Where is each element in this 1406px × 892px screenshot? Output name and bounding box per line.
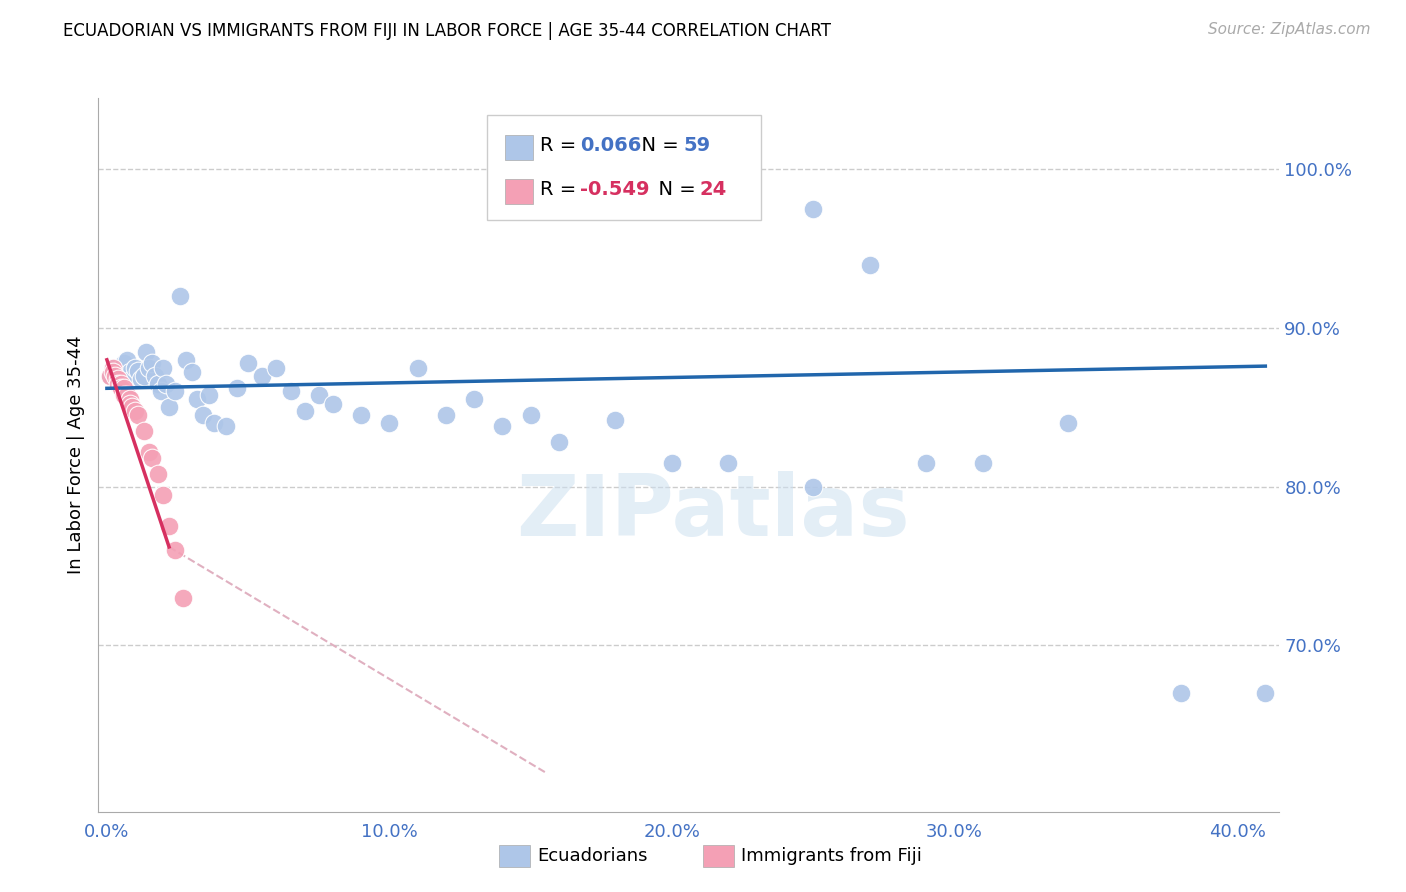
Point xyxy=(717,456,740,470)
Point xyxy=(110,360,132,375)
Point xyxy=(152,360,174,375)
Point xyxy=(104,368,127,383)
Point xyxy=(463,392,485,407)
Point xyxy=(115,368,138,383)
Point xyxy=(124,360,146,375)
Point xyxy=(322,397,344,411)
Point xyxy=(132,424,155,438)
Point xyxy=(135,344,157,359)
Point xyxy=(163,384,186,399)
Point xyxy=(801,202,824,216)
Point xyxy=(127,364,149,378)
Point xyxy=(118,397,141,411)
Point xyxy=(101,360,124,375)
Point xyxy=(202,416,225,430)
Text: Immigrants from Fiji: Immigrants from Fiji xyxy=(741,847,922,865)
Text: R =: R = xyxy=(540,136,583,155)
Point xyxy=(434,409,457,423)
Point xyxy=(801,480,824,494)
Point xyxy=(915,456,938,470)
Point xyxy=(191,409,214,423)
Point xyxy=(157,519,180,533)
Point xyxy=(157,401,180,415)
Point xyxy=(859,258,882,272)
Point xyxy=(146,467,169,481)
Point xyxy=(127,409,149,423)
Text: 0.066: 0.066 xyxy=(579,136,641,155)
Text: ZIPatlas: ZIPatlas xyxy=(516,470,910,554)
Point xyxy=(132,368,155,383)
Point xyxy=(406,360,429,375)
Point xyxy=(214,419,236,434)
Point xyxy=(118,366,141,380)
Point xyxy=(101,360,124,375)
Text: R =: R = xyxy=(540,180,583,199)
Point xyxy=(104,368,127,383)
Text: ECUADORIAN VS IMMIGRANTS FROM FIJI IN LABOR FORCE | AGE 35-44 CORRELATION CHART: ECUADORIAN VS IMMIGRANTS FROM FIJI IN LA… xyxy=(63,22,831,40)
Point xyxy=(152,487,174,501)
Y-axis label: In Labor Force | Age 35-44: In Labor Force | Age 35-44 xyxy=(66,335,84,574)
Point xyxy=(118,392,141,407)
Text: Ecuadorians: Ecuadorians xyxy=(537,847,648,865)
Point xyxy=(115,387,138,401)
Point xyxy=(115,352,138,367)
Point xyxy=(98,368,121,383)
Text: N =: N = xyxy=(645,180,702,199)
Point xyxy=(141,451,163,466)
Point xyxy=(350,409,373,423)
Point xyxy=(163,543,186,558)
Point xyxy=(143,368,166,383)
Point xyxy=(112,381,135,395)
Point xyxy=(138,360,160,375)
Point xyxy=(548,435,571,450)
Point xyxy=(124,403,146,417)
Text: N =: N = xyxy=(628,136,685,155)
Point xyxy=(107,372,129,386)
Point xyxy=(149,384,172,399)
Point xyxy=(294,403,316,417)
Point xyxy=(972,456,994,470)
Point xyxy=(238,356,260,370)
Point xyxy=(112,356,135,370)
Point xyxy=(519,409,541,423)
Point xyxy=(169,289,191,303)
Text: Source: ZipAtlas.com: Source: ZipAtlas.com xyxy=(1208,22,1371,37)
Point xyxy=(98,368,121,383)
Point xyxy=(172,591,194,605)
Point xyxy=(197,387,219,401)
Point xyxy=(1056,416,1078,430)
Point xyxy=(491,419,513,434)
Point xyxy=(1254,686,1277,700)
Point xyxy=(107,376,129,391)
Point xyxy=(661,456,683,470)
Point xyxy=(112,387,135,401)
Point xyxy=(605,413,627,427)
Point xyxy=(138,444,160,458)
Point xyxy=(1170,686,1192,700)
Point xyxy=(146,376,169,391)
Point xyxy=(308,387,330,401)
Text: 24: 24 xyxy=(699,180,727,199)
Point xyxy=(121,401,143,415)
Point xyxy=(101,366,124,380)
Point xyxy=(174,352,197,367)
Point xyxy=(280,384,302,399)
Point xyxy=(378,416,401,430)
Text: -0.549: -0.549 xyxy=(579,180,650,199)
Point xyxy=(110,376,132,391)
Point xyxy=(129,372,152,386)
Point xyxy=(186,392,208,407)
Point xyxy=(107,376,129,391)
Point xyxy=(155,376,177,391)
Point xyxy=(141,356,163,370)
Text: 59: 59 xyxy=(683,136,711,155)
Point xyxy=(110,381,132,395)
Point xyxy=(266,360,288,375)
Point xyxy=(225,381,247,395)
Point xyxy=(121,372,143,386)
Point xyxy=(180,366,202,380)
Point xyxy=(252,368,274,383)
